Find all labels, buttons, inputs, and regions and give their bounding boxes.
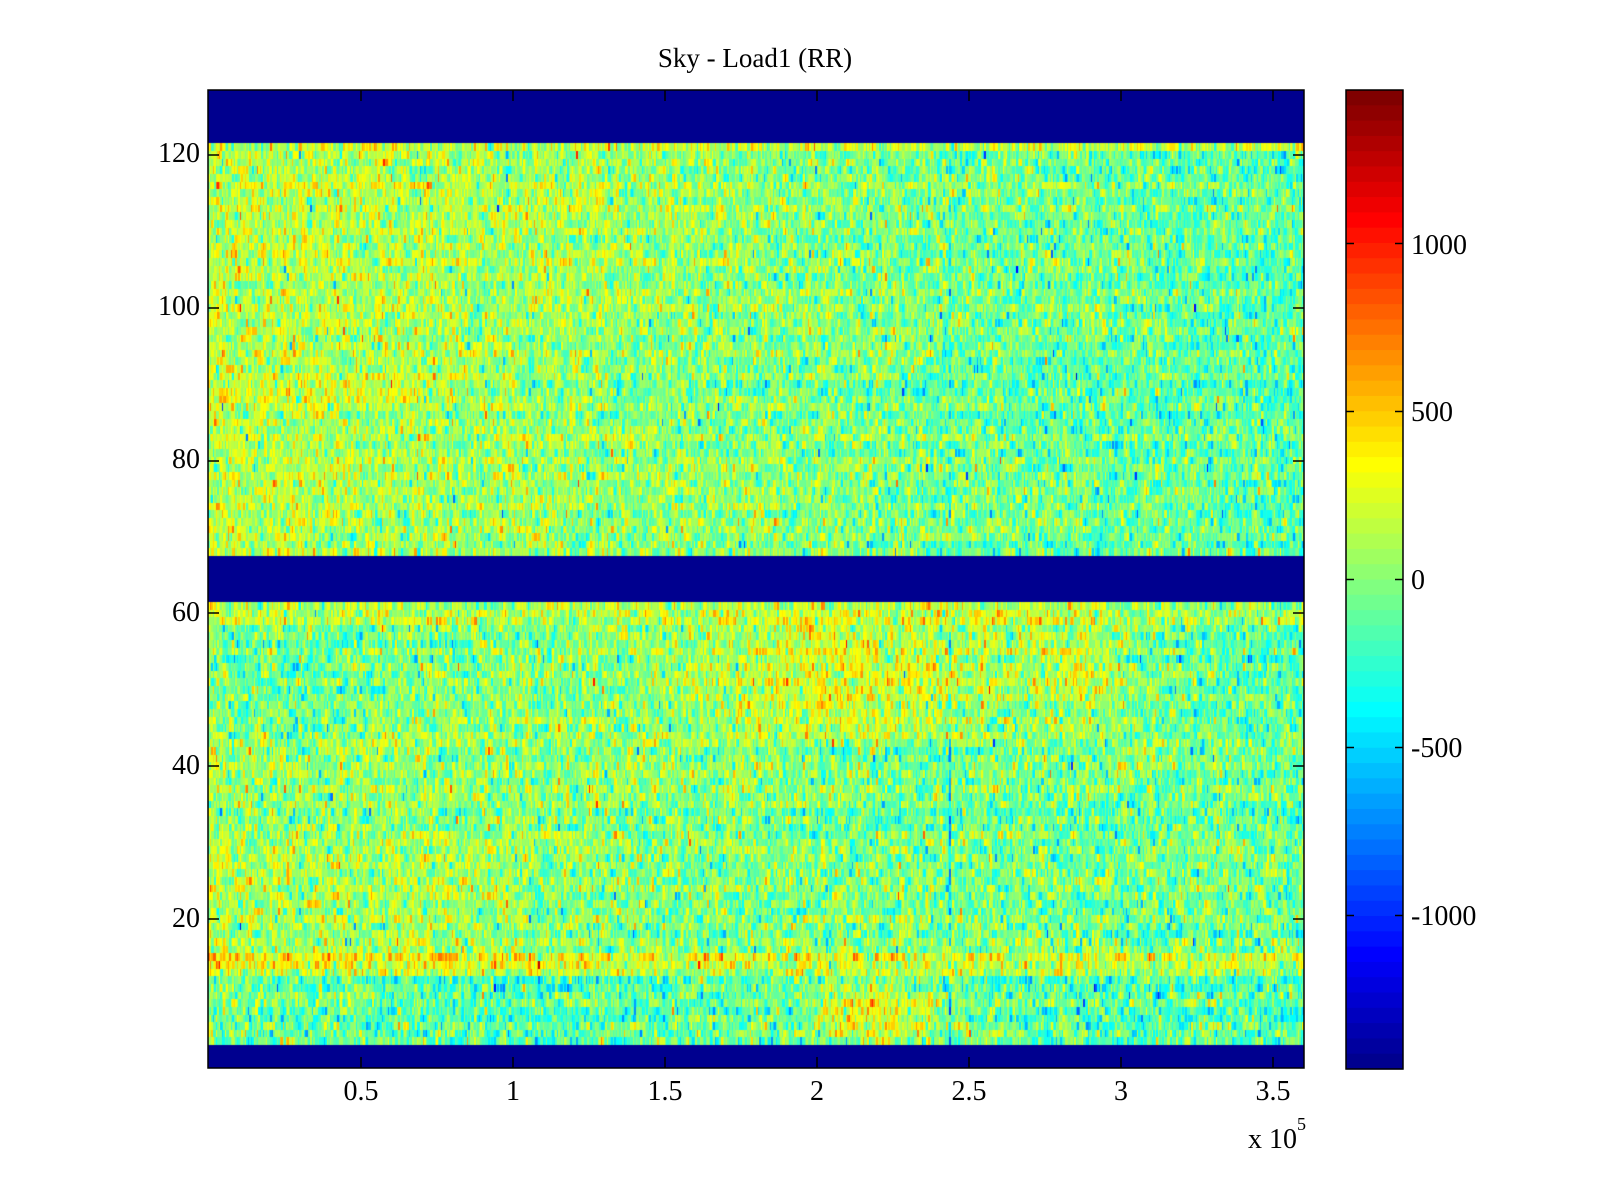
- svg-text:x 105: x 105: [1248, 1114, 1306, 1155]
- svg-text:Sky - Load1 (RR): Sky - Load1 (RR): [658, 43, 852, 73]
- svg-text:2: 2: [810, 1076, 824, 1107]
- svg-text:-1000: -1000: [1411, 901, 1476, 932]
- svg-text:40: 40: [172, 750, 200, 781]
- svg-text:3: 3: [1114, 1076, 1128, 1107]
- svg-text:20: 20: [172, 903, 200, 934]
- svg-text:0: 0: [1411, 565, 1425, 596]
- svg-text:-500: -500: [1411, 733, 1462, 764]
- svg-text:100: 100: [158, 291, 200, 322]
- svg-text:80: 80: [172, 444, 200, 475]
- svg-text:1.5: 1.5: [648, 1076, 683, 1107]
- svg-text:1000: 1000: [1411, 230, 1467, 261]
- svg-text:500: 500: [1411, 397, 1453, 428]
- svg-text:0.5: 0.5: [344, 1076, 379, 1107]
- svg-text:60: 60: [172, 597, 200, 628]
- svg-text:3.5: 3.5: [1256, 1076, 1291, 1107]
- svg-text:2.5: 2.5: [952, 1076, 987, 1107]
- svg-text:120: 120: [158, 138, 200, 169]
- svg-text:1: 1: [506, 1076, 520, 1107]
